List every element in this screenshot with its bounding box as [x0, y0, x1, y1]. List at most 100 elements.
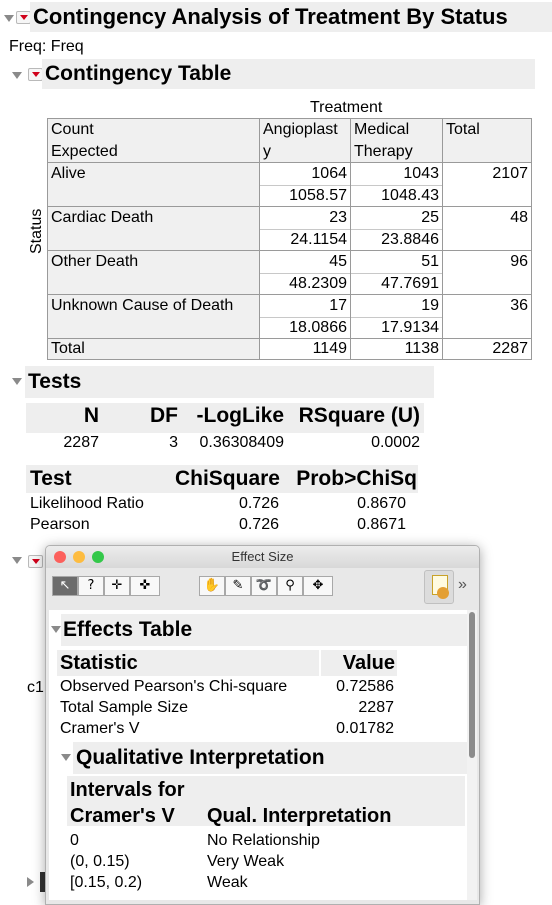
count-value: 45: [329, 253, 347, 270]
crosshair-tool-icon[interactable]: ✛: [104, 576, 130, 596]
header-statistic: Statistic: [60, 652, 138, 674]
count-value: 51: [421, 253, 439, 270]
help-tool-icon[interactable]: ?: [78, 576, 104, 596]
title-bar[interactable]: [46, 546, 479, 568]
lasso-tool-icon[interactable]: ➰: [251, 576, 277, 596]
column-header-line2: y: [263, 143, 271, 160]
column-header-line2: Therapy: [354, 143, 413, 160]
zoom-tool-icon[interactable]: ⚲: [277, 576, 303, 596]
row-label: Unknown Cause of Death: [51, 297, 234, 314]
table-cell: 1043 1048.43: [350, 162, 443, 207]
grand-total-value: 2287: [492, 340, 528, 357]
contingency-menu-icon[interactable]: [28, 68, 43, 81]
toolbar-overflow-icon[interactable]: »: [458, 576, 467, 593]
collapsed-triangle-icon[interactable]: [27, 877, 34, 887]
minimize-window-icon[interactable]: [73, 551, 85, 563]
header-rsquare: RSquare (U): [298, 404, 420, 427]
report-export-icon[interactable]: [424, 570, 454, 604]
interpretation-value: No Relationship: [207, 832, 320, 849]
value-rsquare: 0.0002: [371, 434, 420, 451]
count-value: 19: [421, 297, 439, 314]
disclosure-triangle-icon[interactable]: [12, 557, 22, 564]
table-cell: 17 18.0866: [259, 294, 351, 339]
test-prob: 0.8671: [357, 516, 406, 533]
test-header-row: [26, 465, 418, 493]
brush-tool-icon[interactable]: ✎: [225, 576, 251, 596]
total-label: Total: [51, 340, 85, 357]
expected-value: 24.1154: [290, 231, 347, 248]
window-title: Effect Size: [231, 549, 294, 564]
hand-tool-icon[interactable]: ✋: [199, 576, 225, 596]
test-chisq: 0.726: [238, 516, 279, 533]
statistic-value: 0.72586: [336, 678, 394, 695]
table-cell: 45 48.2309: [259, 250, 351, 295]
qualitative-title: Qualitative Interpretation: [73, 742, 467, 774]
close-window-icon[interactable]: [54, 551, 66, 563]
interval-value: [0.15, 0.2): [70, 874, 143, 891]
disclosure-triangle-icon[interactable]: [51, 626, 61, 633]
qualitative-header-row: [67, 776, 465, 826]
row-total-value: 48: [510, 209, 528, 226]
value-n: 2287: [63, 434, 99, 451]
outline-menu-icon[interactable]: [28, 555, 43, 568]
corner-count-label: Count: [51, 121, 94, 138]
report-title: Contingency Analysis of Treatment By Sta…: [30, 2, 552, 32]
column-total-value: 1149: [312, 340, 347, 357]
header-df: DF: [150, 404, 178, 427]
table-cell: 25 23.8846: [350, 206, 443, 251]
row-label-cell: Cardiac Death: [47, 206, 260, 251]
disclosure-triangle-icon[interactable]: [12, 378, 22, 385]
report-menu-icon[interactable]: [16, 11, 31, 24]
scrollbar-thumb[interactable]: [469, 612, 475, 758]
row-total-value: 96: [510, 253, 528, 270]
selection-tool-icon[interactable]: ✥: [303, 576, 333, 596]
corner-expected-label: Expected: [51, 143, 118, 160]
expected-value: 1048.43: [381, 187, 439, 204]
interval-value: 0: [70, 832, 79, 849]
count-value: 1043: [403, 165, 439, 182]
table-cell: 2107: [442, 162, 532, 207]
expected-value: 47.7691: [381, 275, 439, 292]
interval-value: (0, 0.15): [70, 853, 130, 870]
table-cell: 36: [442, 294, 532, 339]
hidden-outline-edge: [40, 872, 46, 892]
grabber-tool-icon[interactable]: ✜: [130, 576, 160, 596]
header-chisquare: ChiSquare: [174, 467, 280, 490]
header-interpretation: Qual. Interpretation: [207, 805, 392, 827]
row-label: Other Death: [51, 253, 139, 270]
statistic-label: Observed Pearson's Chi-square: [60, 678, 288, 695]
background-text-fragment: c1: [27, 679, 44, 696]
table-cell: 23 24.1154: [259, 206, 351, 251]
arrow-tool-icon[interactable]: ↖: [52, 576, 78, 596]
header-intervals-line1: Intervals for: [70, 779, 185, 801]
effects-table-title: Effects Table: [61, 614, 467, 646]
row-label-cell: Other Death: [47, 250, 260, 295]
row-label-cell: Alive: [47, 162, 260, 207]
summary-header-row: [26, 403, 424, 433]
statistic-label: Cramer's V: [60, 720, 140, 737]
disclosure-triangle-icon[interactable]: [12, 72, 22, 79]
header-test: Test: [30, 467, 72, 490]
disclosure-triangle-icon[interactable]: [61, 754, 71, 761]
column-header-line1: Total: [446, 121, 480, 138]
table-cell: 1138: [350, 338, 443, 360]
tests-title: Tests: [25, 366, 434, 398]
statistic-value: 2287: [358, 699, 394, 716]
value-loglike: 0.36308409: [199, 434, 284, 451]
contingency-title: Contingency Table: [42, 59, 535, 89]
zoom-window-icon[interactable]: [92, 551, 104, 563]
count-value: 25: [421, 209, 439, 226]
column-header: Angioplast y: [259, 118, 351, 163]
value-df: 3: [169, 434, 178, 451]
expected-value: 18.0866: [289, 319, 347, 336]
expected-value: 1058.57: [289, 187, 347, 204]
stat-header-cell: [57, 650, 319, 676]
table-cell: 96: [442, 250, 532, 295]
disclosure-triangle-icon[interactable]: [4, 15, 14, 22]
expected-value: 23.8846: [381, 231, 439, 248]
table-cell: 19 17.9134: [350, 294, 443, 339]
expected-value: 17.9134: [381, 319, 439, 336]
effect-size-window[interactable]: Effect Size ↖ ? ✛ ✜ ✋ ✎ ➰ ⚲ ✥ » Effects …: [45, 545, 480, 905]
count-value: 23: [329, 209, 347, 226]
vertical-scrollbar[interactable]: [467, 610, 477, 900]
